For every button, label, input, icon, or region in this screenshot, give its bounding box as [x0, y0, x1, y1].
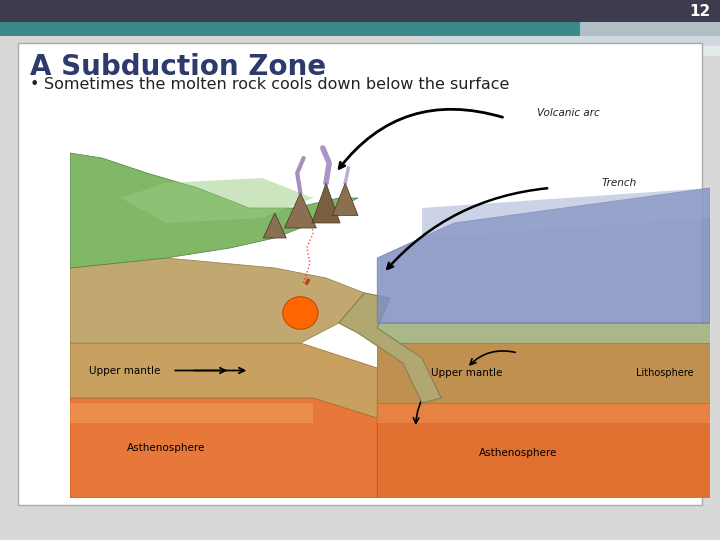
Text: Asthenosphere: Asthenosphere [127, 443, 205, 453]
Text: Asthenosphere: Asthenosphere [479, 448, 557, 458]
Polygon shape [333, 183, 358, 215]
Polygon shape [284, 193, 316, 228]
Bar [580, 22, 720, 36]
Polygon shape [377, 343, 710, 403]
Polygon shape [70, 398, 377, 498]
Text: Oceanic crust: Oceanic crust [457, 328, 515, 338]
Polygon shape [70, 258, 364, 343]
Bar [580, 46, 720, 56]
Polygon shape [377, 188, 710, 323]
Bar [0, 22, 580, 36]
Polygon shape [70, 343, 377, 418]
Text: Sometimes the molten rock cools down below the surface: Sometimes the molten rock cools down bel… [44, 77, 509, 92]
Text: A Subduction Zone: A Subduction Zone [30, 53, 326, 81]
Text: Volcanic arc: Volcanic arc [537, 108, 600, 118]
Text: Trench: Trench [601, 178, 636, 188]
Polygon shape [121, 178, 313, 223]
Polygon shape [377, 403, 710, 423]
Polygon shape [70, 153, 358, 268]
Text: •: • [30, 77, 40, 92]
Polygon shape [377, 323, 710, 343]
Text: Upper mantle: Upper mantle [89, 366, 161, 375]
Text: 12: 12 [689, 4, 711, 19]
Ellipse shape [283, 297, 318, 329]
Bar [0, 0, 720, 22]
Polygon shape [70, 403, 313, 423]
Text: Upper mantle: Upper mantle [431, 368, 503, 378]
Polygon shape [422, 188, 710, 238]
Polygon shape [264, 213, 287, 238]
Bar [430, 36, 720, 46]
Text: Continental crust: Continental crust [147, 294, 225, 302]
Polygon shape [312, 183, 340, 223]
Polygon shape [377, 403, 710, 498]
FancyBboxPatch shape [18, 43, 702, 505]
Polygon shape [339, 293, 441, 403]
Text: Lithosphere: Lithosphere [636, 368, 694, 378]
